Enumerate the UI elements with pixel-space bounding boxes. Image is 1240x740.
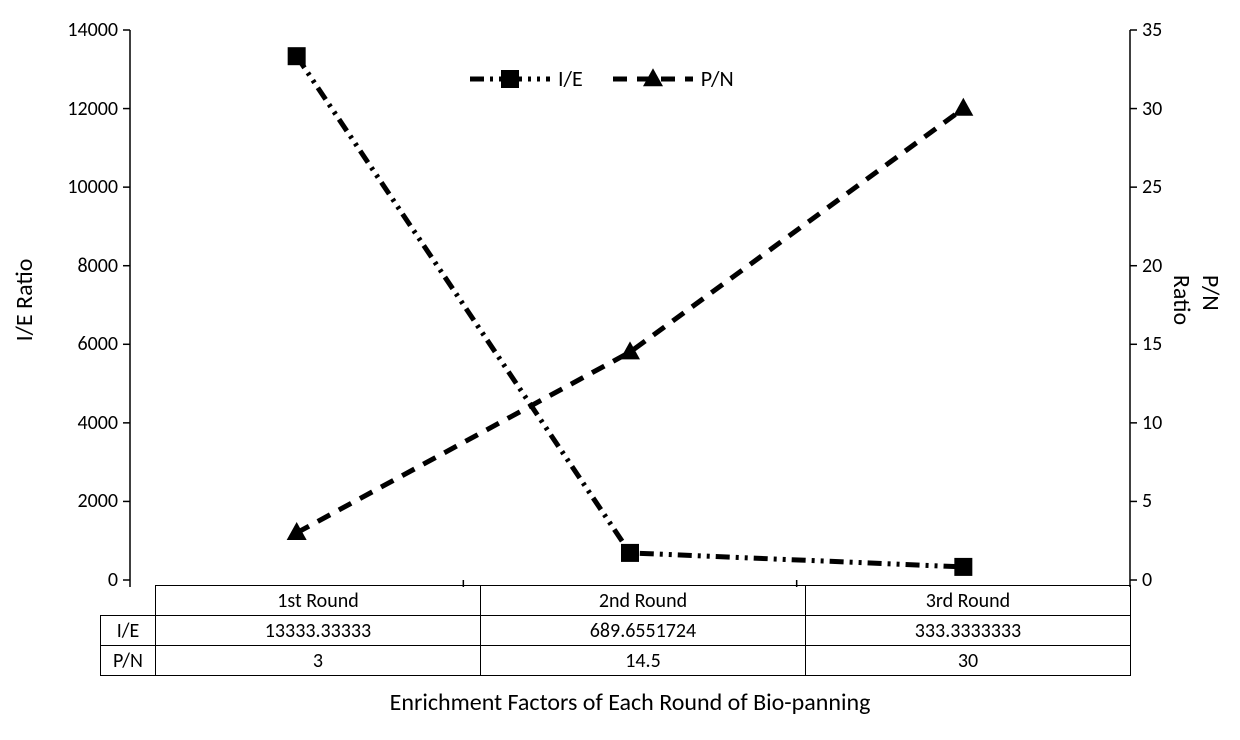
table-column-header: 3rd Round [806,586,1131,616]
y-right-tick: 20 [1142,254,1162,278]
table-cell: 3 [156,646,481,676]
data-table: 1st Round2nd Round3rd RoundI/E13333.3333… [100,585,1131,676]
x-axis-label-text: Enrichment Factors of Each Round of Bio-… [390,688,871,717]
legend-label: P/N [701,65,734,92]
y-left-label-text: I/E Ratio [10,259,39,342]
legend-item: I/E [470,65,583,92]
table-row: P/N314.530 [101,646,1131,676]
y-right-tick: 0 [1142,568,1152,592]
y-right-tick: 15 [1142,332,1162,356]
legend-label: I/E [558,65,583,92]
y-right-tick: 5 [1142,489,1152,513]
table-cell: 689.6551724 [481,616,806,646]
y-right-tick: 35 [1142,18,1162,42]
x-axis-label: Enrichment Factors of Each Round of Bio-… [130,688,1130,717]
table-row-header: I/E [101,616,156,646]
y-right-tick: 10 [1142,411,1162,435]
table-column-header: 1st Round [156,586,481,616]
chart-container: 02000400060008000100001200014000 0510152… [0,0,1240,740]
y-left-tick: 12000 [67,97,118,121]
table-row: I/E13333.33333689.6551724333.3333333 [101,616,1131,646]
y-right-tick: 25 [1142,175,1162,199]
y-right-tick: 30 [1142,97,1162,121]
y-left-tick: 4000 [77,411,118,435]
y-left-tick: 2000 [77,489,118,513]
y-left-tick: 8000 [77,254,118,278]
table-row-header: P/N [101,646,156,676]
table-cell: 333.3333333 [806,616,1131,646]
legend: I/E P/N [470,65,734,92]
table-row: 1st Round2nd Round3rd Round [101,586,1131,616]
y-left-tick: 10000 [67,175,118,199]
legend-item: P/N [613,65,734,92]
y-right-label: P/N Ratio [1167,275,1225,325]
y-left-tick: 6000 [77,332,118,356]
y-left-tick: 14000 [67,18,118,42]
y-right-label-text: P/N Ratio [1167,275,1225,325]
table-column-header: 2nd Round [481,586,806,616]
table-cell: 14.5 [481,646,806,676]
table-cell: 30 [806,646,1131,676]
y-left-label: I/E Ratio [10,259,39,342]
table-cell: 13333.33333 [156,616,481,646]
